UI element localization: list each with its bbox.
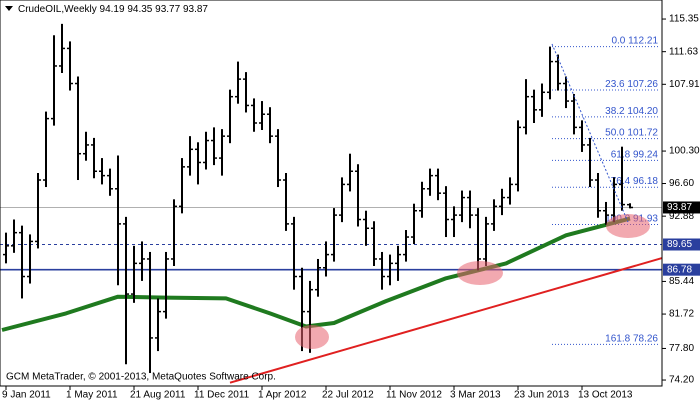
- fib-price: 112.21: [628, 35, 658, 46]
- fib-level: 0.0: [611, 35, 625, 46]
- y-tick-label: 107.91: [669, 79, 700, 90]
- x-tick-label: 22 Jul 2012: [322, 390, 374, 401]
- open: 94.19: [100, 4, 125, 15]
- y-tick-label: 81.72: [669, 309, 694, 320]
- fib-price: 99.24: [633, 149, 658, 160]
- menu-icon[interactable]: [5, 6, 13, 11]
- fib-label: 76.4 96.18: [611, 176, 659, 187]
- fib-label: 61.8 99.24: [611, 149, 659, 160]
- fib-price: 96.18: [633, 176, 658, 187]
- level-box: [663, 263, 700, 276]
- y-tick-label: 115.35: [669, 14, 699, 25]
- y-tick-label: 111.63: [669, 46, 699, 57]
- trendline: [229, 257, 663, 384]
- x-tick-label: 3 Mar 2013: [450, 390, 501, 401]
- y-tick-label: 92.88: [669, 211, 694, 222]
- fib-level: 61.8: [611, 149, 631, 160]
- current-price-box: [663, 201, 700, 214]
- level-label: 86.78: [667, 264, 692, 275]
- level-label: 89.65: [667, 239, 692, 250]
- fib-label: 23.6 107.26: [605, 79, 658, 90]
- x-tick-label: 9 Jan 2011: [2, 390, 51, 401]
- x-tick-label: 21 Aug 2011: [130, 390, 186, 401]
- fib-level: 50.0: [605, 127, 625, 138]
- watermark: GCM MetaTrader, © 2001-2013, MetaQuotes …: [6, 372, 276, 383]
- low: 93.77: [155, 4, 180, 15]
- highlight: [295, 325, 329, 349]
- fib-level: 161.8: [605, 333, 630, 344]
- symbol: CrudeOIL,Weekly: [18, 4, 97, 15]
- x-tick-label: 1 May 2011: [66, 390, 118, 401]
- x-tick-label: 13 Oct 2013: [578, 390, 633, 401]
- highlight: [606, 214, 650, 238]
- fib-level: 76.4: [611, 176, 631, 187]
- fib-trend: [551, 43, 629, 223]
- y-tick-label: 96.60: [669, 178, 694, 189]
- y-tick-label: 85.44: [669, 276, 694, 287]
- fib-price: 101.72: [627, 127, 658, 138]
- highlights: [295, 214, 650, 349]
- fib-label: 38.2 104.20: [605, 105, 658, 116]
- level-box: [663, 238, 700, 251]
- fib-level: 38.2: [605, 105, 625, 116]
- fib-label: 50.0 101.72: [605, 127, 658, 138]
- current-price-label: 93.87: [667, 202, 692, 213]
- high: 94.35: [127, 4, 152, 15]
- fib-level: 23.6: [605, 79, 625, 90]
- fib-price: 104.20: [627, 105, 658, 116]
- close: 93.87: [183, 4, 208, 15]
- x-tick-label: 11 Nov 2012: [386, 390, 442, 401]
- fib-price: 91.93: [633, 213, 658, 224]
- fib-price: 78.26: [633, 333, 658, 344]
- x-tick-label: 1 Apr 2012: [258, 390, 307, 401]
- x-tick-label: 23 Jun 2013: [514, 390, 569, 401]
- x-tick-label: 11 Dec 2011: [194, 390, 250, 401]
- chart-header: CrudeOIL,Weekly 94.19 94.35 93.77 93.87: [18, 4, 208, 15]
- y-tick-label: 100.30: [669, 146, 700, 157]
- fib-price: 107.26: [627, 79, 658, 90]
- y-tick-label: 74.20: [669, 375, 694, 386]
- fib-label: 0.0 112.21: [611, 35, 658, 46]
- highlight: [457, 261, 503, 285]
- y-tick-label: 77.80: [669, 343, 694, 354]
- fib-label: 161.8 78.26: [605, 333, 658, 344]
